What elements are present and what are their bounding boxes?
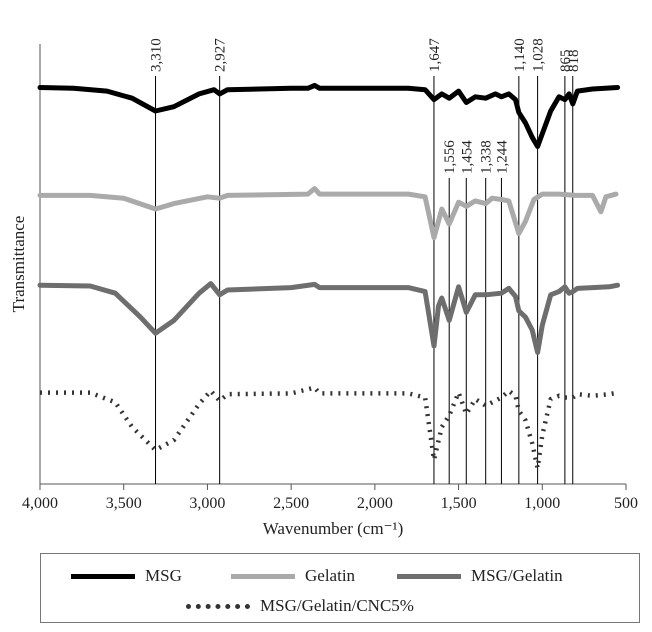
x-tick-label-2500: 2,500	[273, 495, 309, 512]
legend-label-gelatin: Gelatin	[305, 566, 356, 585]
x-axis-label: Wavenumber (cm⁻¹)	[263, 519, 404, 538]
legend-label-msg: MSG	[145, 566, 182, 585]
peak-label-865: 865	[558, 50, 574, 73]
x-tick-label-3000: 3,000	[189, 495, 225, 512]
x-tick-label-1500: 1,500	[441, 495, 477, 512]
legend-item-msg: MSG	[71, 566, 182, 586]
peak-label-1140: 1,140	[512, 38, 528, 72]
legend-item-msg-gelatin: MSG/Gelatin	[397, 566, 563, 586]
peak-label-1244: 1,244	[494, 140, 510, 174]
legend-item-msg-gelatin-cnc: MSG/Gelatin/CNC5%	[186, 596, 414, 616]
x-tick-label-500: 500	[614, 495, 638, 512]
legend-swatch-gelatin	[231, 573, 295, 579]
peak-label-3310: 3,310	[149, 38, 165, 72]
legend-swatch-msg	[71, 573, 135, 579]
peak-label-1556: 1,556	[442, 140, 458, 174]
legend: MSG Gelatin MSG/Gelatin MSG/Gelatin/CNC5…	[40, 553, 640, 623]
x-tick-label-1000: 1,000	[524, 495, 560, 512]
series-line-3	[40, 385, 619, 471]
peak-label-818: 818	[566, 50, 582, 73]
legend-swatch-msg-gelatin-cnc	[186, 603, 250, 609]
peak-label-1454: 1,454	[459, 140, 475, 174]
x-tick-label-3500: 3,500	[106, 495, 142, 512]
peak-label-1647: 1,647	[427, 38, 443, 72]
y-axis-label: Transmittance	[9, 216, 28, 313]
legend-label-msg-gelatin: MSG/Gelatin	[471, 566, 563, 585]
legend-item-gelatin: Gelatin	[231, 566, 355, 586]
legend-label-msg-gelatin-cnc: MSG/Gelatin/CNC5%	[260, 596, 414, 615]
legend-swatch-msg-gelatin	[397, 573, 461, 579]
x-tick-label-4000: 4,000	[22, 495, 58, 512]
peak-label-1338: 1,338	[479, 140, 495, 174]
peak-label-1028: 1,028	[531, 38, 547, 72]
series-line-2	[37, 281, 621, 355]
peak-label-2927: 2,927	[213, 38, 229, 72]
x-tick-label-2000: 2,000	[357, 495, 393, 512]
series-line-1	[37, 186, 619, 241]
series-line-0	[37, 82, 621, 149]
